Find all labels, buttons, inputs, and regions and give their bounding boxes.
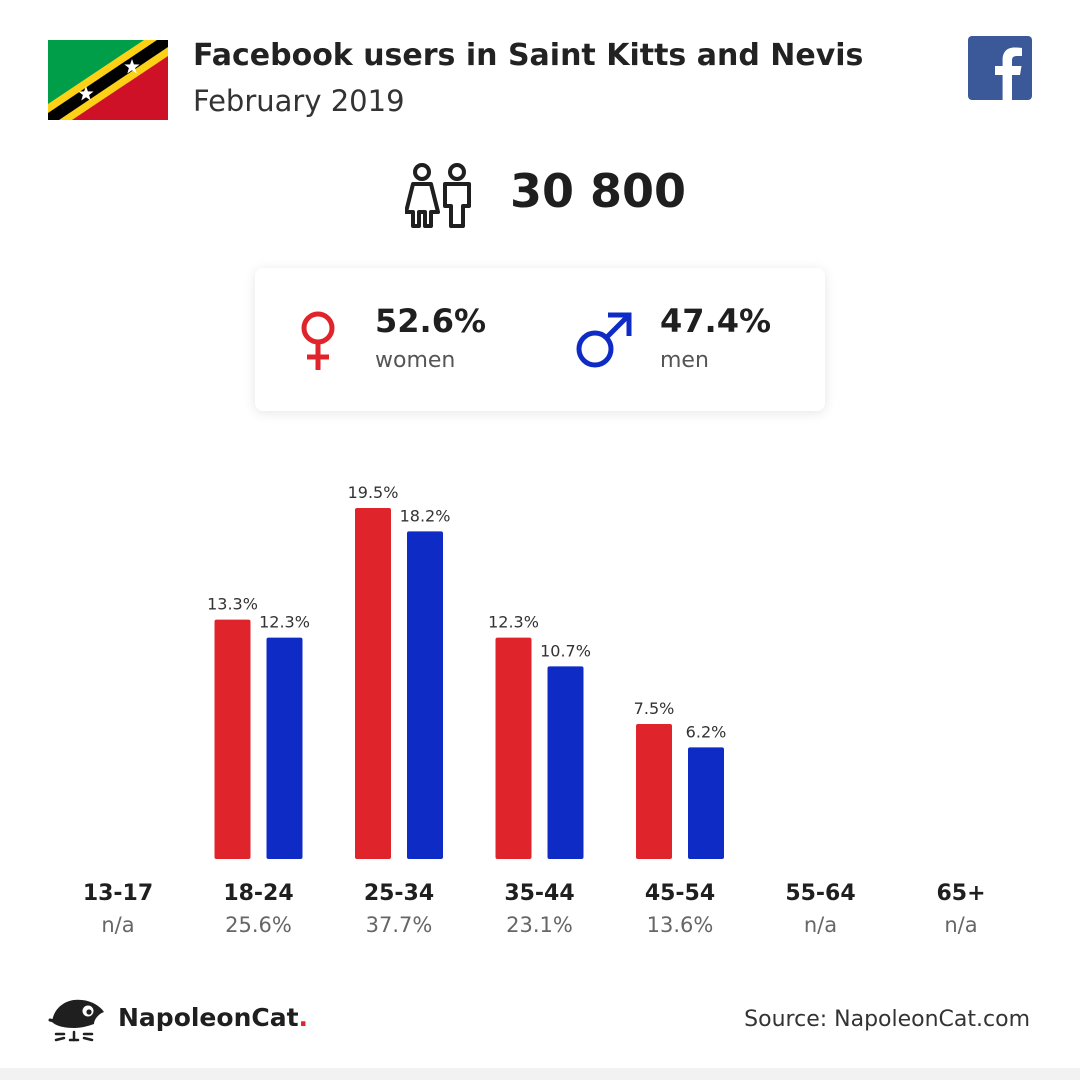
category-total-45-54: 13.6% (647, 913, 714, 937)
category-total-55-64: n/a (804, 913, 837, 937)
category-label-25-34: 25-34 (364, 881, 434, 906)
category-total-65+: n/a (944, 913, 977, 937)
value-label-women-18-24: 13.3% (207, 595, 258, 614)
value-label-women-35-44: 12.3% (488, 613, 539, 632)
bar-women-45-54 (636, 724, 672, 859)
male-symbol-icon (576, 312, 632, 368)
chart-title: Facebook users in Saint Kitts and Nevis (193, 38, 864, 73)
female-symbol-icon (301, 311, 335, 370)
value-label-men-25-34: 18.2% (400, 506, 451, 525)
category-label-55-64: 55-64 (785, 881, 855, 906)
age-gender-bar-chart: 13-17n/a13.3%12.3%18-2425.6%19.5%18.2%25… (83, 483, 986, 937)
category-total-18-24: 25.6% (225, 913, 292, 937)
men-label: men (660, 348, 709, 373)
total-users: 30 800 (510, 164, 687, 218)
bar-men-45-54 (688, 747, 724, 859)
saint-kitts-and-nevis-flag (48, 40, 168, 120)
category-label-35-44: 35-44 (504, 881, 574, 906)
bar-men-18-24 (266, 637, 303, 859)
bar-men-35-44 (547, 666, 584, 859)
brand-name: NapoleonCat. (118, 1003, 308, 1032)
bottom-strip (0, 1068, 1080, 1080)
bar-women-35-44 (495, 637, 532, 859)
value-label-men-35-44: 10.7% (540, 641, 591, 660)
women-percentage: 52.6% (375, 302, 487, 340)
value-label-women-45-54: 7.5% (634, 699, 675, 718)
category-total-13-17: n/a (101, 913, 134, 937)
bar-men-25-34 (407, 531, 443, 859)
category-total-35-44: 23.1% (506, 913, 573, 937)
brand-text: NapoleonCat (118, 1003, 299, 1032)
people-icon (405, 163, 471, 228)
facebook-icon (968, 36, 1032, 100)
chart-subtitle: February 2019 (193, 84, 405, 118)
napoleoncat-logo (48, 999, 104, 1042)
bar-women-18-24 (214, 619, 251, 859)
men-percentage: 47.4% (660, 302, 772, 340)
category-label-65+: 65+ (936, 881, 985, 906)
category-label-45-54: 45-54 (645, 881, 715, 906)
category-label-13-17: 13-17 (83, 881, 153, 906)
value-label-men-45-54: 6.2% (686, 722, 727, 741)
women-label: women (375, 348, 456, 373)
source-credit: Source: NapoleonCat.com (744, 1007, 1030, 1032)
value-label-women-25-34: 19.5% (348, 483, 399, 502)
gender-split-card: 52.6% women 47.4% men (255, 268, 825, 411)
category-label-18-24: 18-24 (223, 881, 293, 906)
category-total-25-34: 37.7% (366, 913, 433, 937)
brand-dot: . (298, 1003, 309, 1032)
bar-women-25-34 (355, 508, 391, 859)
value-label-men-18-24: 12.3% (259, 613, 310, 632)
